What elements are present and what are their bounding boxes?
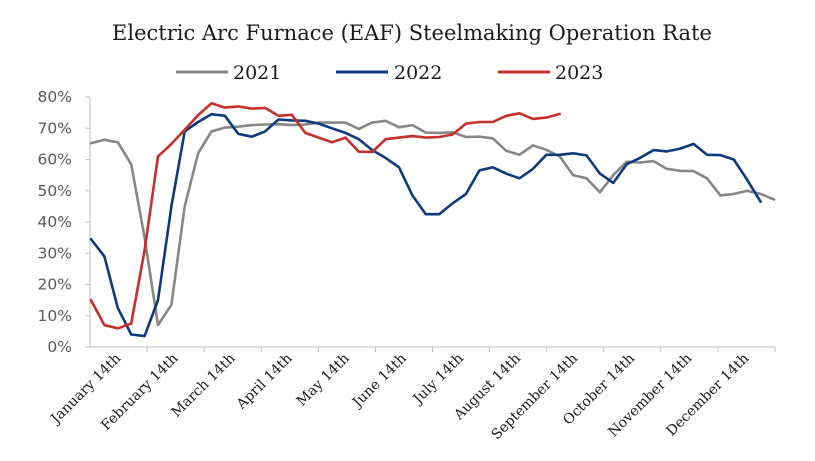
series-lines (89, 102, 776, 338)
legend-label-2022: 2022 (394, 62, 442, 84)
legend-item-2022: 2022 (336, 62, 442, 84)
y-tick-label: 80% (38, 88, 72, 106)
series-line-2021 (89, 119, 776, 327)
chart-title: Electric Arc Furnace (EAF) Steelmaking O… (112, 21, 712, 45)
legend-item-2021: 2021 (176, 62, 281, 84)
y-tick-label: 20% (38, 276, 72, 294)
y-tick-label: 30% (38, 244, 72, 262)
legend-label-2021: 2021 (233, 62, 281, 84)
legend: 2021 2022 2023 (176, 62, 603, 84)
x-tick-label: June 14th (348, 351, 409, 412)
y-tick-label: 40% (38, 213, 72, 231)
series-line-2023 (89, 102, 562, 330)
legend-label-2023: 2023 (555, 62, 603, 84)
x-tick-label: July 14th (409, 351, 467, 409)
y-tick-label: 70% (38, 119, 72, 137)
y-axis: 0% 10% 20% 30% 40% 50% 60% 70% 80% (38, 88, 91, 356)
y-tick-label: 50% (38, 182, 72, 200)
x-tick-label: May 14th (294, 351, 353, 410)
y-tick-label: 0% (47, 338, 72, 356)
legend-item-2023: 2023 (498, 62, 603, 84)
y-tick-label: 10% (38, 307, 72, 325)
x-tick-label: April 14th (233, 351, 296, 414)
y-tick-label: 60% (38, 151, 72, 169)
series-line-2022 (89, 112, 762, 338)
